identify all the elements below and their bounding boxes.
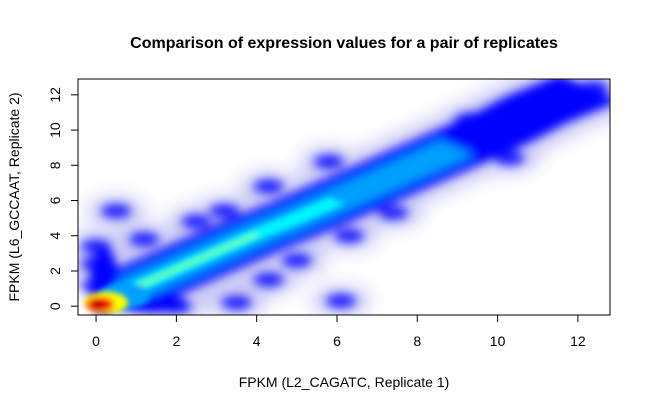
x-tick-label: 8 [413, 333, 421, 349]
outlier-cluster [221, 295, 252, 310]
outlier-cluster [281, 253, 312, 268]
x-axis: 0 2 4 6 8 10 12 [92, 314, 586, 349]
y-tick-label: 12 [47, 87, 63, 103]
x-tick-label: 6 [333, 333, 341, 349]
outlier-cluster [209, 204, 240, 219]
x-tick-label: 12 [570, 333, 586, 349]
outlier-cluster [181, 214, 212, 229]
y-axis-label: FPKM (L6_GCCAAT, Replicate 2) [6, 92, 22, 301]
x-tick-label: 0 [92, 333, 100, 349]
outlier-cluster [334, 228, 365, 243]
plot-area [78, 79, 610, 315]
outlier-cluster [325, 293, 356, 308]
density-peak-center [92, 300, 105, 308]
outlier-cluster [129, 232, 160, 247]
y-axis: 0 2 4 6 8 10 12 [47, 87, 79, 310]
x-axis-label: FPKM (L2_CAGATC, Replicate 1) [239, 374, 450, 390]
outlier-cluster [101, 204, 132, 219]
outlier-cluster [313, 154, 344, 169]
density-core-layer [98, 197, 345, 309]
x-tick-label: 10 [490, 333, 506, 349]
y-tick-label: 8 [47, 161, 63, 169]
y-tick-label: 2 [47, 267, 63, 275]
y-tick-label: 4 [47, 232, 63, 240]
y-tick-label: 10 [47, 122, 63, 138]
outlier-cluster [253, 272, 284, 287]
x-tick-label: 4 [253, 333, 261, 349]
y-tick-label: 0 [47, 302, 63, 310]
x-tick-label: 2 [172, 333, 180, 349]
y-tick-label: 6 [47, 196, 63, 204]
chart-title: Comparison of expression values for a pa… [130, 35, 558, 52]
density-peak-layer [84, 291, 129, 314]
outlier-cluster [253, 179, 284, 194]
density-band-green [105, 232, 260, 301]
outlier-cluster [494, 151, 525, 166]
outlier-cluster [378, 205, 409, 220]
